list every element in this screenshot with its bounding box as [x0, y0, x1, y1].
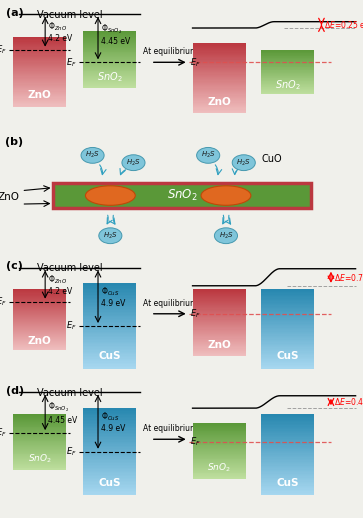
- Circle shape: [99, 228, 122, 243]
- Text: $SnO_2$: $SnO_2$: [28, 453, 52, 465]
- Ellipse shape: [85, 186, 135, 205]
- Text: $SnO_2$: $SnO_2$: [207, 462, 231, 474]
- Text: $H_2S$: $H_2S$: [103, 231, 118, 241]
- Text: $E_F$: $E_F$: [190, 56, 200, 68]
- Text: Vacuum level: Vacuum level: [37, 263, 102, 274]
- Text: (d): (d): [5, 386, 24, 396]
- Text: $\Phi_{SnO_2}$
4.45 eV: $\Phi_{SnO_2}$ 4.45 eV: [101, 22, 130, 46]
- Text: $H_2S$: $H_2S$: [236, 157, 251, 168]
- Ellipse shape: [201, 186, 251, 205]
- Text: ZnO: ZnO: [207, 97, 231, 107]
- Text: $SnO_2$: $SnO_2$: [274, 78, 300, 92]
- Text: At equilibrium: At equilibrium: [143, 299, 197, 308]
- Text: CuS: CuS: [98, 351, 121, 362]
- Text: $\Phi_{SnO_2}$
4.45 eV: $\Phi_{SnO_2}$ 4.45 eV: [48, 400, 77, 425]
- Text: Vacuum level: Vacuum level: [37, 10, 102, 20]
- Text: $H_2S$: $H_2S$: [85, 150, 100, 161]
- Text: $E_F$: $E_F$: [190, 436, 200, 448]
- Text: CuS: CuS: [276, 478, 299, 488]
- Text: $H_2S$: $H_2S$: [201, 150, 216, 161]
- Text: $E_F$: $E_F$: [0, 44, 7, 56]
- Text: $SnO_2$: $SnO_2$: [97, 70, 122, 84]
- Text: (c): (c): [5, 262, 23, 271]
- Text: $\Phi_{CuS}$
4.9 eV: $\Phi_{CuS}$ 4.9 eV: [101, 285, 125, 308]
- Text: $E_F$: $E_F$: [66, 56, 76, 68]
- Text: ZnO: ZnO: [28, 90, 52, 100]
- Text: $\Delta E$=0.25 eV: $\Delta E$=0.25 eV: [324, 19, 363, 31]
- Text: ZnO: ZnO: [0, 192, 20, 203]
- Circle shape: [215, 228, 237, 243]
- Text: $H_2S$: $H_2S$: [219, 231, 233, 241]
- Text: $E_F$: $E_F$: [66, 320, 76, 332]
- Text: $E_F$: $E_F$: [0, 427, 7, 439]
- Circle shape: [232, 155, 255, 170]
- Text: $E_F$: $E_F$: [190, 308, 200, 320]
- Text: $\Phi_{ZnO}$
4.2 eV: $\Phi_{ZnO}$ 4.2 eV: [48, 273, 72, 296]
- Text: Vacuum level: Vacuum level: [37, 387, 102, 398]
- Text: CuS: CuS: [276, 351, 299, 362]
- Text: $E_F$: $E_F$: [0, 295, 7, 308]
- Circle shape: [197, 148, 220, 163]
- Text: (a): (a): [5, 8, 23, 18]
- Circle shape: [122, 155, 145, 170]
- Text: ZnO: ZnO: [28, 336, 52, 346]
- Text: $\Delta E$=0.7 eV: $\Delta E$=0.7 eV: [334, 272, 363, 283]
- Circle shape: [81, 148, 104, 163]
- Bar: [53, 183, 311, 208]
- Text: $H_2S$: $H_2S$: [126, 157, 141, 168]
- Text: $SnO_2$: $SnO_2$: [167, 188, 198, 203]
- Text: $\Delta E$=0.45 eV: $\Delta E$=0.45 eV: [334, 396, 363, 408]
- Text: $\Phi_{ZnO}$
4.2 eV: $\Phi_{ZnO}$ 4.2 eV: [48, 20, 72, 44]
- Text: $\Phi_{CuS}$
4.9 eV: $\Phi_{CuS}$ 4.9 eV: [101, 410, 125, 434]
- Text: ZnO: ZnO: [207, 340, 231, 351]
- Bar: [53, 183, 311, 208]
- Text: (b): (b): [5, 137, 24, 147]
- Text: At equilibrium: At equilibrium: [143, 424, 197, 433]
- Text: CuS: CuS: [98, 478, 121, 488]
- Text: CuO: CuO: [262, 154, 282, 164]
- Text: $E_F$: $E_F$: [66, 445, 76, 458]
- Text: At equilibrium: At equilibrium: [143, 47, 197, 56]
